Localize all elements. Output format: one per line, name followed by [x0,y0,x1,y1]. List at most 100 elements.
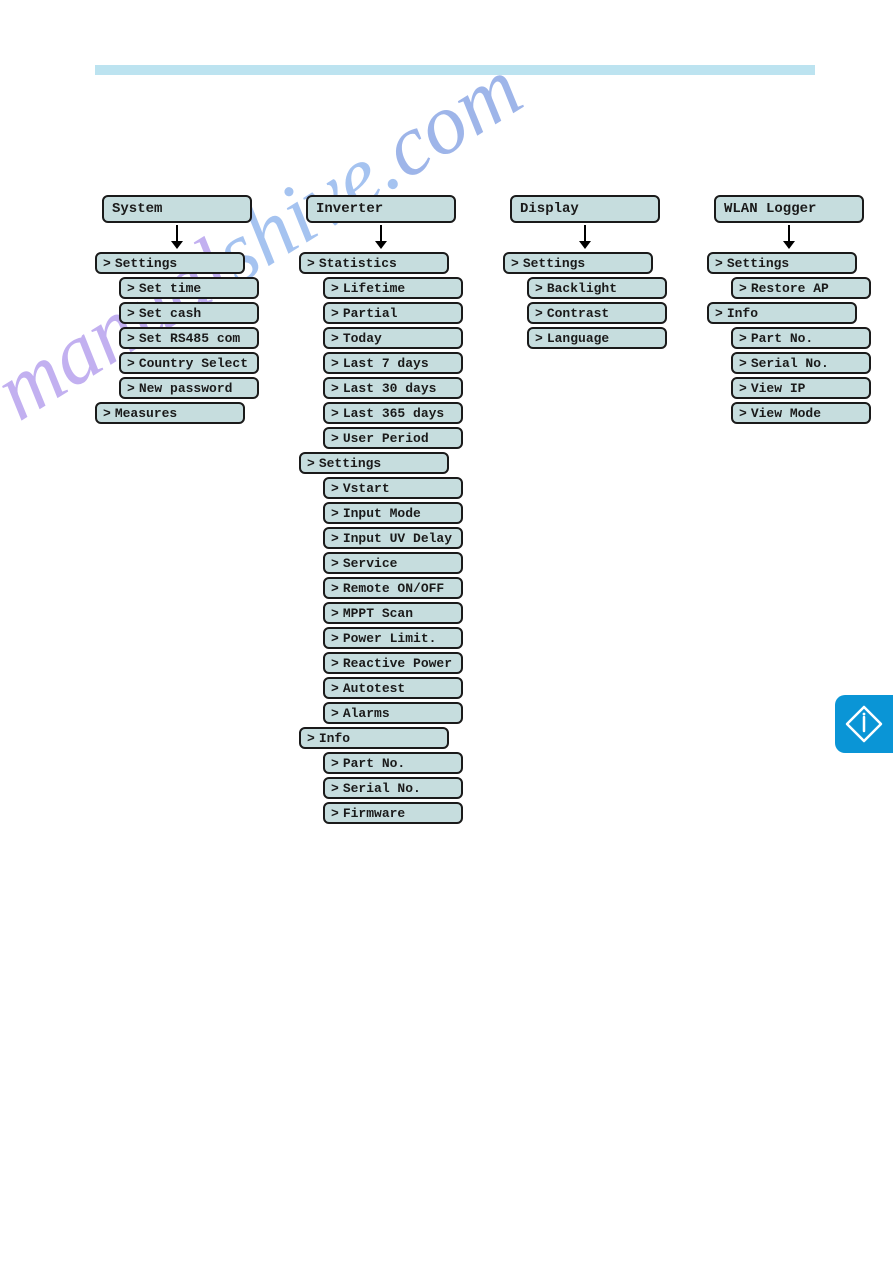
menu-item[interactable]: >Power Limit. [323,627,463,649]
menu-root[interactable]: Display [510,195,660,223]
menu-item[interactable]: > Serial No. [323,777,463,799]
menu-item[interactable]: >View IP [731,377,871,399]
menu-group-text: Measures [115,406,177,421]
prompt-icon: > [307,456,315,471]
menu-item-text: Firmware [343,806,405,821]
menu-group-label[interactable]: >Statistics [299,252,449,274]
prompt-icon: > [307,731,315,746]
menu-group-label[interactable]: > Measures [95,402,245,424]
menu-group: >Settings>Vstart>Input Mode>Input UV Del… [299,452,463,724]
prompt-icon: > [331,506,339,521]
menu-root[interactable]: WLAN Logger [714,195,864,223]
menu-item[interactable]: >Part No. [323,752,463,774]
menu-item[interactable]: > Firmware [323,802,463,824]
arrow-down-icon [584,225,586,243]
menu-group-label[interactable]: > Settings [95,252,245,274]
menu-item-text: Set RS485 com [139,331,240,346]
prompt-icon: > [127,306,135,321]
menu-item[interactable]: >Last 365 days [323,402,463,424]
menu-item-text: Part No. [343,756,405,771]
menu-item[interactable]: >Set RS485 com [119,327,259,349]
menu-group-label[interactable]: >Settings [503,252,653,274]
menu-tree-diagram: System>Settings>Set time>Set cash>Set RS… [95,195,871,824]
menu-item[interactable]: >Contrast [527,302,667,324]
menu-item[interactable]: >Country Select [119,352,259,374]
menu-item-text: Language [547,331,609,346]
menu-item[interactable]: > Set time [119,277,259,299]
menu-item[interactable]: >Vstart [323,477,463,499]
watermark-part-c: com [365,39,537,196]
menu-group-label[interactable]: >Settings [707,252,857,274]
menu-item-text: Set time [139,281,201,296]
menu-group-text: Settings [115,256,177,271]
menu-item[interactable]: >Backlight [527,277,667,299]
prompt-icon: > [331,581,339,596]
prompt-icon: > [331,431,339,446]
menu-item-text: Power Limit. [343,631,437,646]
menu-column: Display >Settings >Backlight >Contrast > Lang… [503,195,667,349]
menu-item[interactable]: >Last 30 days [323,377,463,399]
menu-item[interactable]: >Reactive Power [323,652,463,674]
menu-item-text: Partial [343,306,398,321]
menu-item[interactable]: >New password [119,377,259,399]
menu-item[interactable]: > Set cash [119,302,259,324]
menu-item[interactable]: >View Mode [731,402,871,424]
prompt-icon: > [331,281,339,296]
prompt-icon: > [331,381,339,396]
menu-item[interactable]: >Input Mode [323,502,463,524]
menu-item[interactable]: > Lifetime [323,277,463,299]
menu-item-text: Part No. [751,331,813,346]
menu-item[interactable]: >Alarms [323,702,463,724]
menu-column: System>Settings>Set time>Set cash>Set RS… [95,195,259,424]
menu-item[interactable]: >Today [323,327,463,349]
menu-item[interactable]: > User Period [323,427,463,449]
menu-group-text: Settings [727,256,789,271]
menu-group-label[interactable]: >Info [707,302,857,324]
menu-root[interactable]: System [102,195,252,223]
prompt-icon: > [535,331,543,346]
menu-item[interactable]: >Partial [323,302,463,324]
menu-item-text: Serial No. [343,781,421,796]
menu-group-text: Info [319,731,350,746]
side-tab-button[interactable] [835,695,893,753]
arrow-down-icon [380,225,382,243]
prompt-icon: > [331,806,339,821]
diamond-info-icon [845,705,883,743]
menu-item[interactable]: > Remote ON/OFF [323,577,463,599]
menu-group-label[interactable]: > Info [299,727,449,749]
menu-item-text: Last 7 days [343,356,429,371]
prompt-icon: > [103,406,111,421]
menu-root[interactable]: Inverter [306,195,456,223]
menu-item-text: Vstart [343,481,390,496]
menu-item[interactable]: >MPPT Scan [323,602,463,624]
menu-groups: >Settings>Set time>Set cash>Set RS485 co… [95,252,259,424]
menu-item-text: Restore AP [751,281,829,296]
menu-group: > Measures [95,402,245,424]
prompt-icon: > [127,356,135,371]
menu-item[interactable]: >Autotest [323,677,463,699]
menu-item[interactable]: >Restore AP [731,277,871,299]
menu-item[interactable]: > Part No. [731,327,871,349]
menu-item[interactable]: >Last 7 days [323,352,463,374]
menu-groups: >Statistics>Lifetime>Partial>Today>Last … [299,252,463,824]
menu-item[interactable]: >Input UV Delay [323,527,463,549]
menu-item-text: User Period [343,431,429,446]
menu-item-text: Set cash [139,306,201,321]
prompt-icon: > [739,356,747,371]
menu-item-text: Lifetime [343,281,405,296]
prompt-icon: > [739,331,747,346]
prompt-icon: > [739,406,747,421]
prompt-icon: > [331,781,339,796]
menu-item[interactable]: >Service [323,552,463,574]
menu-column: WLAN Logger>Settings>Restore AP>Info>Par… [707,195,871,424]
menu-group-label[interactable]: >Settings [299,452,449,474]
menu-item-text: Serial No. [751,356,829,371]
header-bar [95,65,815,75]
menu-item[interactable]: > Language [527,327,667,349]
menu-item-text: Remote ON/OFF [343,581,444,596]
menu-item[interactable]: > Serial No. [731,352,871,374]
prompt-icon: > [331,656,339,671]
prompt-icon: > [103,256,111,271]
prompt-icon: > [127,281,135,296]
menu-item-text: Last 365 days [343,406,444,421]
